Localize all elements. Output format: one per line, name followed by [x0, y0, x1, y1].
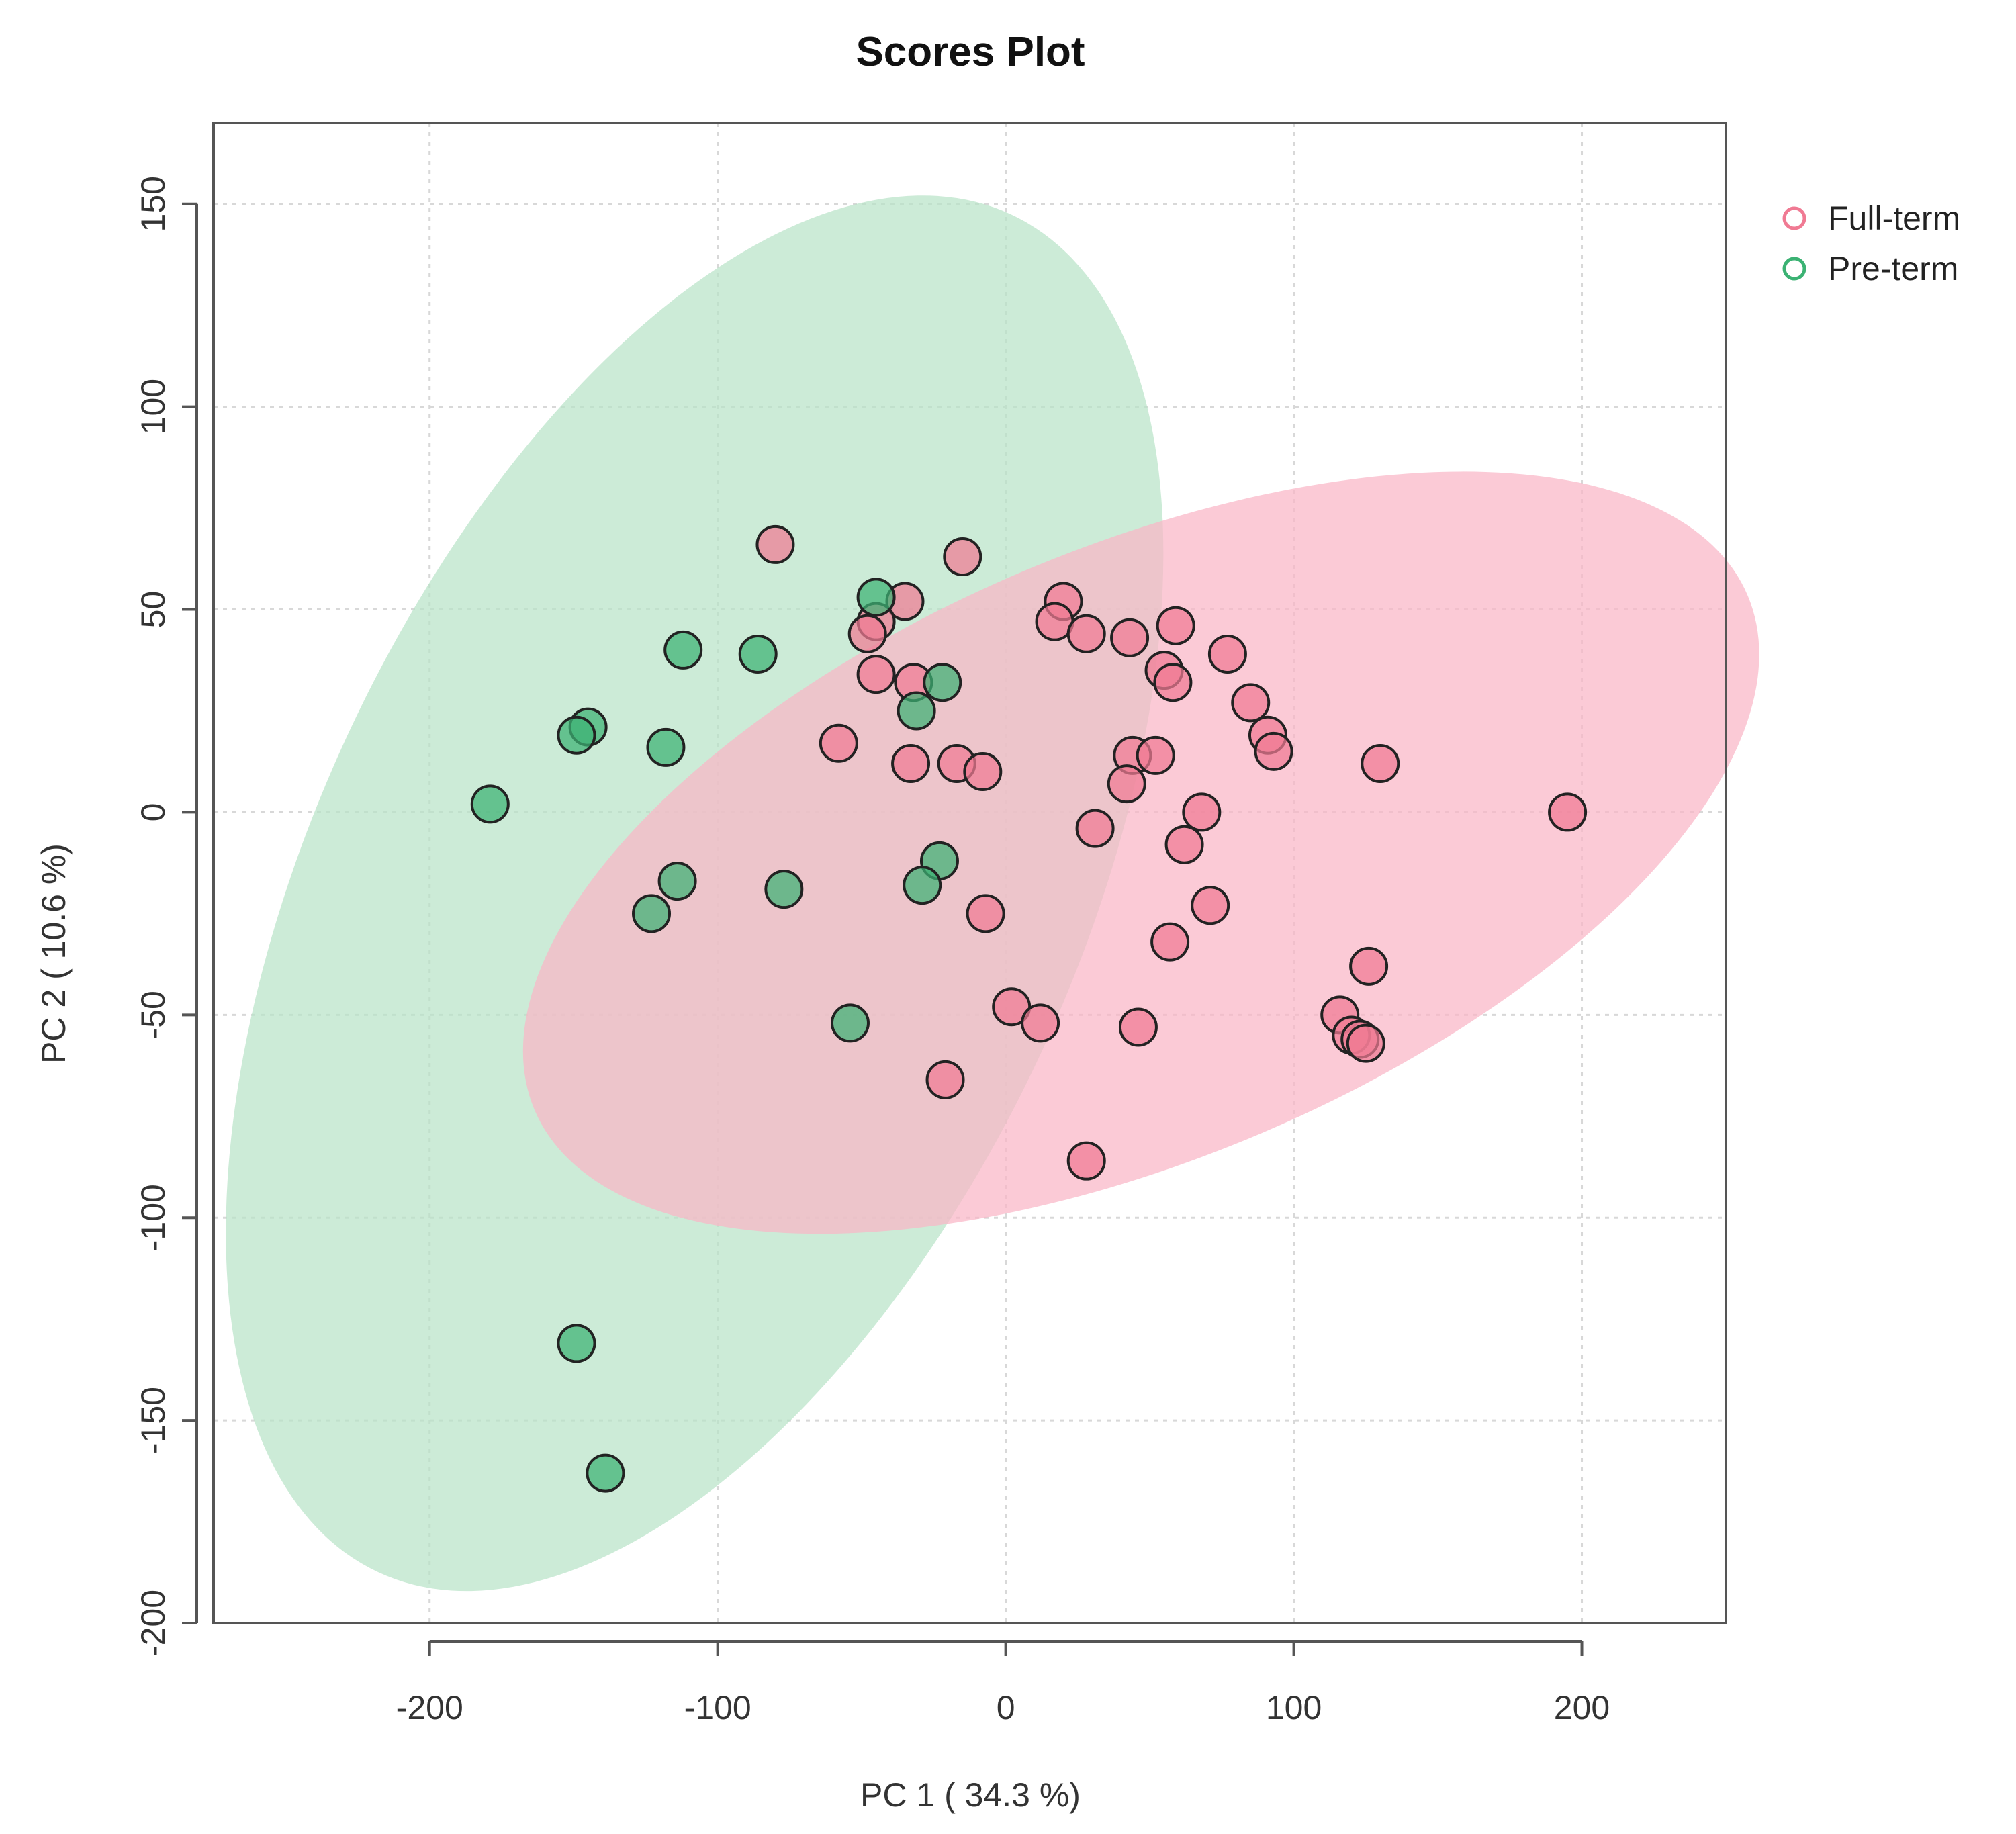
point-full-term	[1118, 1007, 1158, 1047]
point-full-term	[1110, 618, 1150, 657]
point-pre-term	[764, 870, 804, 909]
legend-label-full-term: Full-term	[1828, 199, 1960, 237]
point-full-term	[755, 524, 795, 564]
point-full-term	[819, 723, 858, 763]
point-pre-term	[856, 578, 896, 617]
point-full-term	[1136, 735, 1175, 775]
point-pre-term	[738, 634, 778, 674]
point-full-term	[925, 1060, 965, 1099]
point-pre-term	[897, 691, 936, 731]
point-full-term	[1066, 614, 1106, 653]
point-pre-term	[470, 784, 510, 824]
point-full-term	[963, 752, 1003, 792]
legend-marker-pre-term	[1782, 257, 1806, 281]
legend: Full-term Pre-term	[1782, 199, 1960, 287]
point-full-term	[1107, 764, 1146, 804]
point-full-term	[856, 655, 896, 694]
y-tick-label: -150	[134, 1387, 172, 1454]
confidence-ellipses	[226, 195, 1759, 1592]
point-pre-term	[586, 1453, 625, 1493]
point-pre-term	[557, 715, 596, 755]
point-full-term	[1231, 683, 1271, 723]
x-tick-label: -200	[396, 1689, 463, 1727]
point-pre-term	[632, 894, 672, 933]
point-full-term	[1182, 792, 1222, 832]
point-full-term	[1164, 825, 1204, 864]
point-pre-term	[646, 727, 686, 767]
legend-marker-full-term	[1782, 206, 1806, 230]
x-tick-label: 0	[997, 1689, 1015, 1727]
point-full-term	[847, 614, 887, 653]
point-full-term	[1207, 634, 1247, 674]
y-axis: -200 -150 -100 -50 0 50 100 150	[134, 176, 198, 1657]
point-pre-term	[903, 866, 942, 905]
point-full-term	[1361, 743, 1400, 783]
point-full-term	[1066, 1141, 1106, 1181]
point-full-term	[1548, 792, 1588, 832]
point-pre-term	[923, 663, 962, 702]
point-full-term	[966, 894, 1005, 933]
point-full-term	[1021, 1003, 1060, 1043]
point-full-term	[1254, 731, 1293, 771]
point-full-term	[1349, 946, 1389, 986]
point-pre-term	[657, 862, 697, 901]
point-pre-term	[557, 1324, 596, 1363]
y-axis-label: PC 2 ( 10.6 %)	[35, 843, 73, 1064]
y-tick-label: -50	[134, 991, 172, 1039]
x-tick-label: 200	[1554, 1689, 1610, 1727]
x-axis-label: PC 1 ( 34.3 %)	[860, 1776, 1081, 1814]
point-full-term	[1156, 606, 1195, 645]
y-tick-label: 0	[134, 803, 172, 822]
point-full-term	[1153, 663, 1193, 702]
y-tick-label: 100	[134, 379, 172, 434]
chart-title: Scores Plot	[856, 29, 1085, 75]
y-tick-label: 150	[134, 176, 172, 232]
y-tick-label: 50	[134, 591, 172, 629]
y-tick-label: -100	[134, 1184, 172, 1251]
point-pre-term	[830, 1003, 870, 1043]
legend-label-pre-term: Pre-term	[1828, 250, 1958, 287]
point-full-term	[891, 743, 931, 783]
ellipse-full-term	[522, 471, 1759, 1234]
point-full-term	[1346, 1023, 1385, 1063]
x-tick-label: 100	[1266, 1689, 1322, 1727]
point-full-term	[1191, 886, 1230, 925]
point-full-term	[943, 537, 982, 577]
point-full-term	[1150, 922, 1190, 962]
y-tick-label: -200	[134, 1590, 172, 1657]
x-tick-label: -100	[684, 1689, 751, 1727]
plot-frame	[212, 122, 1727, 1624]
point-full-term	[1075, 809, 1115, 848]
x-axis: -200 -100 0 100 200	[396, 1640, 1610, 1727]
score-points	[470, 524, 1588, 1493]
point-pre-term	[663, 630, 703, 670]
